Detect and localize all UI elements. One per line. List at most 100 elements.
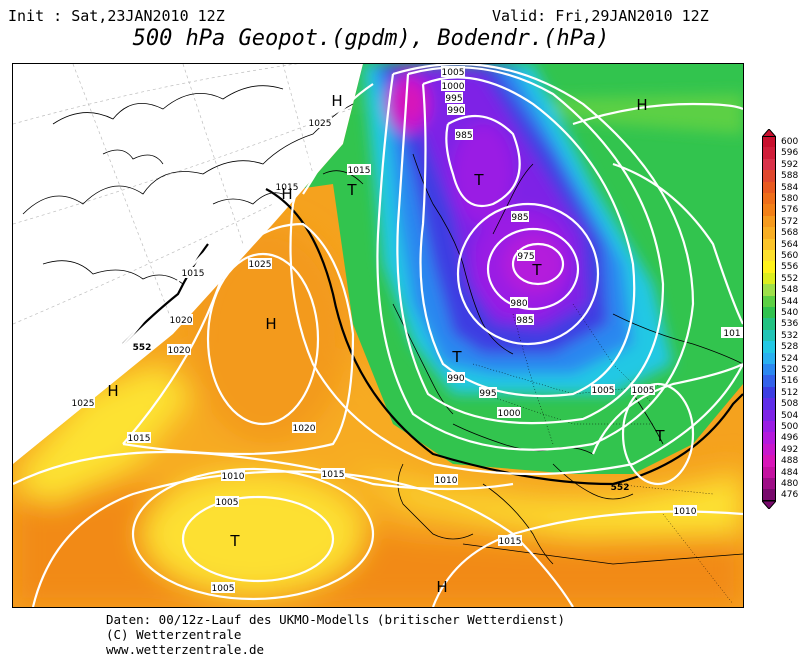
weather-map: 1005 1000 995 990 985 1025 1015 1015 985… (12, 63, 744, 608)
pressure-center-high: H (281, 185, 292, 203)
legend-label: 480 (781, 479, 799, 489)
legend-swatch (762, 489, 776, 501)
svg-text:1020: 1020 (170, 316, 193, 326)
legend-swatch (762, 398, 776, 410)
chart-title: 500 hPa Geopot.(gpdm), Bodendr.(hPa) (132, 26, 610, 51)
svg-text:1010: 1010 (435, 476, 458, 486)
legend-label: 528 (781, 342, 799, 353)
svg-text:1015: 1015 (499, 537, 522, 547)
contour-552-label: 552 (611, 483, 630, 493)
legend-label: 512 (781, 387, 799, 398)
legend-label: 552 (781, 273, 799, 284)
isobar-label-group: 1005 1000 995 990 985 1025 1015 1015 985… (71, 66, 743, 594)
isobar-label: 985 (511, 211, 529, 223)
isobar-label: 1015 (181, 267, 205, 279)
isobar-label: 995 (479, 387, 497, 399)
isobar-label: 1000 (497, 407, 521, 419)
valid-time: Valid: Fri,29JAN2010 12Z (492, 7, 709, 25)
footer: Daten: 00/12z-Lauf des UKMO-Modells (bri… (106, 612, 565, 657)
svg-text:1015: 1015 (182, 269, 205, 279)
legend-label: 568 (781, 228, 799, 239)
legend-label: 588 (781, 171, 799, 182)
footer-copyright: (C) Wetterzentrale (106, 627, 242, 642)
legend-swatch (762, 432, 776, 444)
isobar-label: 101 (721, 327, 743, 339)
legend-swatch (762, 238, 776, 250)
svg-text:1015: 1015 (348, 166, 371, 176)
pressure-center-low: T (346, 181, 357, 199)
legend-label: 576 (781, 205, 799, 216)
isobar-label: 1015 (321, 468, 345, 480)
pressure-center-low: T (229, 532, 240, 550)
isobar-label: 975 (517, 250, 535, 262)
legend-swatch (762, 147, 776, 159)
legend-swatch (762, 421, 776, 433)
legend-label: 544 (781, 296, 799, 307)
svg-text:101: 101 (723, 329, 740, 339)
footer-data-source: Daten: 00/12z-Lauf des UKMO-Modells (bri… (106, 612, 566, 627)
legend-label: 504 (781, 410, 799, 421)
legend-swatch (762, 455, 776, 467)
legend-swatch (762, 193, 776, 205)
isobar-label: 1005 (631, 384, 655, 396)
isobar-label: 1015 (127, 432, 151, 444)
legend-swatch (762, 204, 776, 216)
isobar-label: 985 (455, 129, 473, 141)
legend-swatch (762, 364, 776, 376)
pressure-center-high: H (436, 578, 447, 596)
legend-swatch (762, 443, 776, 456)
legend-swatch (762, 227, 776, 239)
legend-swatch (762, 307, 776, 319)
europe-coastlines (322, 153, 743, 565)
isobar-label: 990 (447, 372, 465, 384)
svg-text:1000: 1000 (442, 82, 465, 92)
svg-text:995: 995 (445, 94, 462, 104)
legend-label: 516 (781, 376, 799, 387)
isobar-label: 1010 (673, 505, 697, 517)
svg-text:985: 985 (511, 213, 528, 223)
svg-text:1015: 1015 (276, 183, 299, 193)
isobar-label: 1005 (591, 384, 615, 396)
pressure-center-high: H (107, 382, 118, 400)
legend-swatch (762, 341, 776, 353)
svg-text:1010: 1010 (674, 507, 697, 517)
svg-text:1005: 1005 (216, 498, 239, 508)
legend-swatch (762, 375, 776, 387)
legend-swatch (762, 181, 776, 193)
isobar-label: 1005 (211, 582, 235, 594)
legend-label: 496 (781, 433, 799, 444)
legend-swatch (762, 136, 776, 148)
svg-text:1020: 1020 (293, 424, 316, 434)
legend-swatch (762, 215, 776, 228)
legend-label: 564 (781, 239, 799, 250)
legend-swatch (762, 329, 776, 342)
legend-label: 580 (781, 194, 799, 204)
contour-552-label: 552 (133, 343, 152, 353)
pressure-center-group: H H T H T T H H T T T H (107, 92, 665, 596)
legend-label: 508 (781, 399, 799, 410)
legend-label: 592 (781, 159, 799, 170)
legend-swatch (762, 466, 776, 478)
isobar-label: 1025 (308, 117, 332, 129)
legend-swatch (762, 272, 776, 285)
isobars (13, 64, 743, 607)
legend-swatch (762, 478, 776, 490)
svg-text:1015: 1015 (128, 434, 151, 444)
pressure-center-high: H (265, 315, 276, 333)
isobar-label: 990 (447, 104, 465, 116)
isobar-label: 1015 (498, 535, 522, 547)
isobar-label: 995 (445, 92, 463, 104)
pressure-center-low: T (451, 348, 462, 366)
svg-text:990: 990 (447, 374, 464, 384)
legend-label: 500 (781, 422, 799, 432)
legend-label: 584 (781, 182, 799, 193)
svg-text:975: 975 (517, 252, 534, 262)
isobar-label: 1015 (275, 181, 299, 193)
svg-text:1010: 1010 (222, 472, 245, 482)
init-time: Init : Sat,23JAN2010 12Z (8, 7, 225, 25)
legend-swatch (762, 409, 776, 421)
legend-swatch (762, 295, 776, 307)
isobar-label: 1005 (215, 496, 239, 508)
legend-label: 600 (781, 137, 799, 147)
legend-swatch (762, 284, 776, 296)
